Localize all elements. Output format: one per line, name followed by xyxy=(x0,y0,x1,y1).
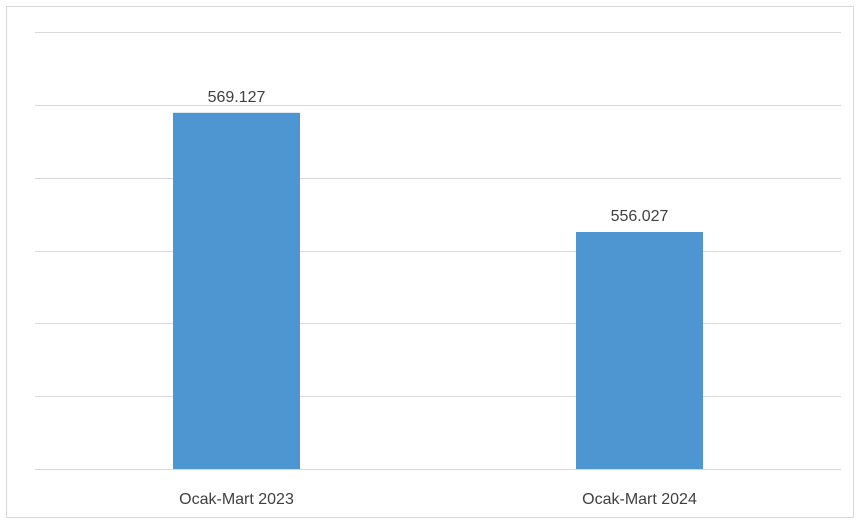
data-label: 569.127 xyxy=(208,89,266,106)
bar xyxy=(173,112,300,470)
data-label: 556.027 xyxy=(611,208,669,225)
bar xyxy=(576,232,703,469)
x-tick-label: Ocak-Mart 2023 xyxy=(179,491,294,508)
x-tick-label: Ocak-Mart 2024 xyxy=(582,491,697,508)
chart-frame xyxy=(6,6,854,518)
